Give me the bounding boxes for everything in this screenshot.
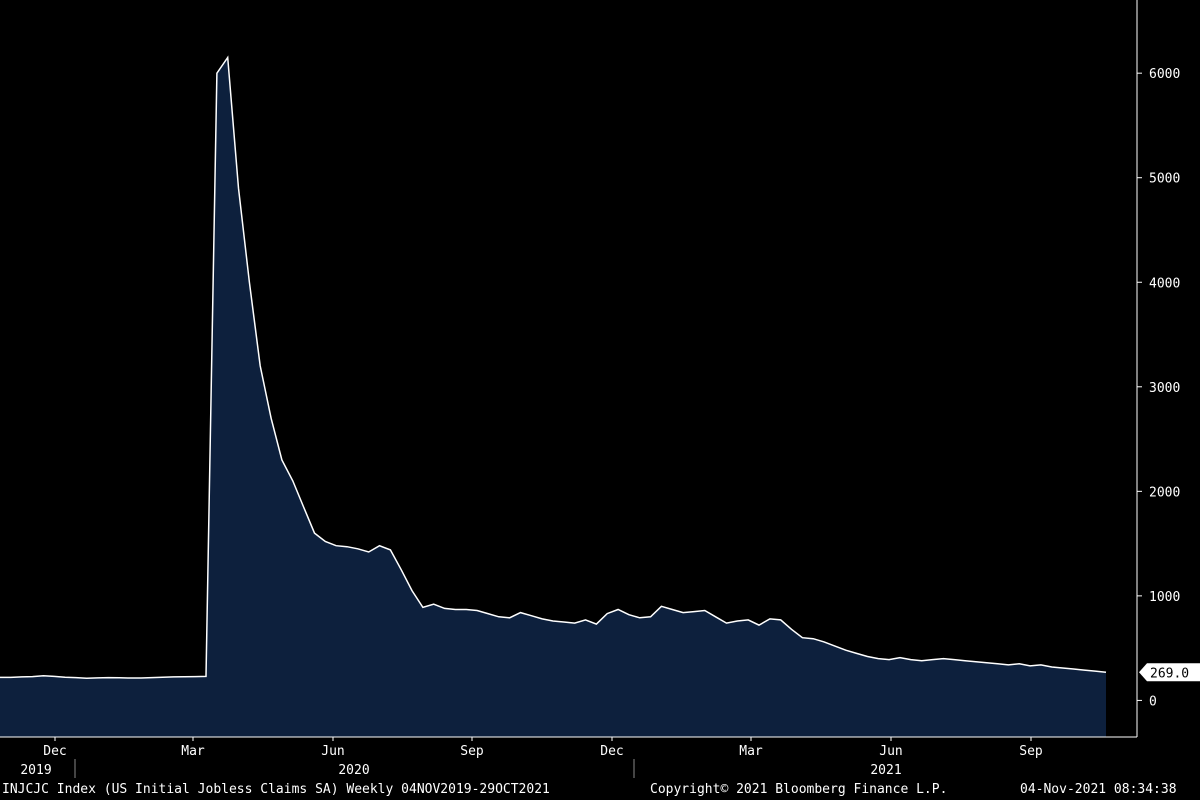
last-value-label: 269.0: [1150, 666, 1189, 681]
y-tick-label: 2000: [1149, 485, 1180, 500]
series-line: [0, 55, 1107, 679]
initial-jobless-claims-chart: 0 1000 2000 3000 4000 5000 6000 269.0 Dec Mar Jun S…: [0, 0, 1200, 778]
timestamp-label: 04-Nov-2021 08:34:38: [1020, 782, 1177, 797]
x-year-label: 2020: [338, 763, 369, 778]
index-label: INJCJC Index (US Initial Jobless Claims …: [2, 782, 550, 797]
x-year-label: 2019: [20, 763, 51, 778]
footer-bar: INJCJC Index (US Initial Jobless Claims …: [0, 780, 1200, 800]
x-tick-label: Sep: [460, 744, 484, 759]
series-area: [0, 57, 1106, 737]
y-tick-label: 4000: [1149, 276, 1180, 291]
x-tick-label: Sep: [1019, 744, 1043, 759]
y-tick-label: 1000: [1149, 590, 1180, 605]
y-tick-label: 3000: [1149, 381, 1180, 396]
last-value-tag: [1139, 663, 1200, 682]
y-tick-label: 0: [1149, 694, 1157, 709]
x-tick-label: Mar: [181, 744, 205, 759]
x-tick-label: Jun: [879, 744, 902, 759]
y-tick-label: 5000: [1149, 172, 1180, 187]
y-tick-label: 6000: [1149, 67, 1180, 82]
x-tick-label: Dec: [43, 744, 66, 759]
copyright-label: Copyright© 2021 Bloomberg Finance L.P.: [650, 782, 948, 797]
x-tick-label: Dec: [600, 744, 623, 759]
x-tick-label: Jun: [321, 744, 344, 759]
x-tick-label: Mar: [739, 744, 763, 759]
x-year-label: 2021: [870, 763, 901, 778]
